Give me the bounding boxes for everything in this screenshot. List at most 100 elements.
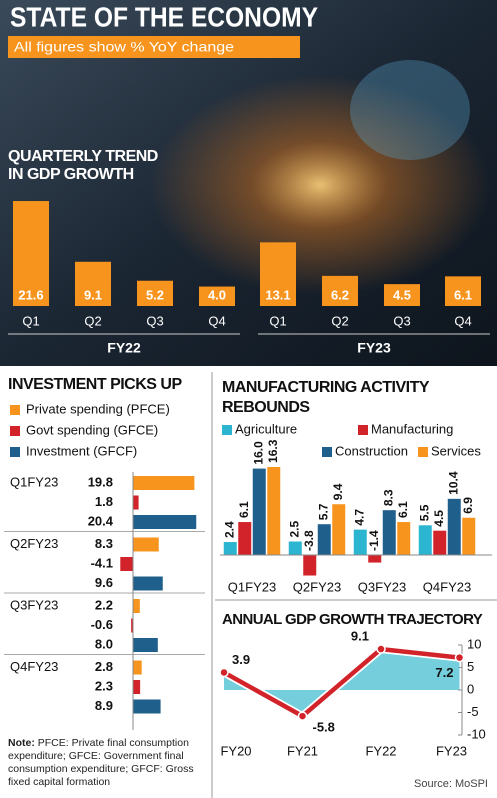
chart-title: INVESTMENT PICKS UP [8, 376, 182, 393]
value-label: -1.4 [367, 530, 381, 551]
bar [223, 542, 237, 555]
source: Source: MoSPI [414, 778, 488, 790]
legend-swatch [322, 447, 332, 457]
value-label: 9.6 [95, 575, 113, 590]
value-label: 16.0 [251, 441, 265, 465]
bar [13, 201, 49, 306]
bar [384, 284, 420, 306]
bar [353, 529, 367, 555]
bar [368, 555, 382, 563]
legend-label: Construction [335, 443, 408, 458]
value-label: 8.3 [95, 536, 113, 551]
value-label: 2.3 [95, 678, 113, 693]
value-label: 6.1 [454, 287, 472, 302]
bar [447, 498, 461, 555]
subtitle-bar [8, 36, 300, 58]
value-label: 2.8 [95, 659, 113, 674]
value-label: 6.9 [461, 497, 475, 514]
value-label: 21.6 [18, 287, 43, 302]
welder-light [350, 60, 470, 160]
bar [322, 275, 358, 306]
note-label: Note: [8, 737, 35, 749]
legend-label: Services [431, 443, 481, 458]
legend-swatch [418, 447, 428, 457]
bar [238, 522, 252, 555]
bar [120, 557, 133, 571]
value-label: 10.4 [446, 471, 460, 495]
value-label: 4.5 [393, 287, 411, 302]
chart-title: QUARTERLY TREND IN GDP GROWTH [8, 148, 158, 183]
bar [397, 522, 411, 555]
bar [252, 468, 266, 555]
value-label: 1.8 [95, 494, 113, 509]
bar [260, 242, 296, 306]
bar [131, 618, 133, 633]
value-label: -4.1 [91, 555, 113, 570]
value-label: 9.4 [331, 483, 345, 500]
x-tick-label: Q1 [22, 313, 39, 328]
value-label: 2.5 [287, 520, 301, 537]
legend-swatch [10, 405, 20, 415]
value-label: -3.8 [302, 530, 316, 551]
value-label: 4.0 [208, 287, 226, 302]
bar [462, 517, 476, 555]
bar [267, 466, 281, 555]
value-label: 9.1 [84, 287, 102, 302]
x-tick-label: Q2 [84, 313, 101, 328]
bar [288, 541, 302, 555]
bar [133, 599, 140, 613]
group-label: FY23 [357, 340, 391, 356]
value-label: 7.2 [435, 665, 453, 680]
bar [133, 515, 197, 529]
y-tick-label: -5 [467, 704, 479, 719]
value-label: 2.4 [222, 521, 236, 538]
value-label: 20.4 [88, 513, 114, 528]
bar [133, 638, 158, 652]
point [454, 652, 465, 663]
bar [133, 680, 141, 694]
value-label: 8.3 [381, 489, 395, 506]
note-text: PFCE: Private final consumption expendit… [8, 737, 194, 788]
bar [332, 504, 346, 555]
legend-label: Investment (GFCF) [26, 443, 137, 458]
bar [303, 555, 317, 576]
area-fill [224, 649, 460, 717]
group-label: FY22 [107, 340, 141, 356]
legend-label: Govt spending (GFCE) [26, 422, 158, 437]
value-label: 5.5 [417, 504, 431, 521]
x-tick-label: FY22 [365, 743, 396, 758]
x-tick-label: Q2 [331, 313, 348, 328]
legend-swatch [10, 426, 20, 436]
x-tick-label: Q4 [208, 313, 225, 328]
bar [75, 261, 111, 306]
legend-label: Private spending (PFCE) [26, 401, 170, 416]
value-label: 8.0 [95, 636, 113, 651]
value-label: 5.2 [146, 287, 164, 302]
category-label: Q4FY23 [10, 659, 58, 674]
value-label: 19.8 [88, 474, 113, 489]
legend-label: Agriculture [235, 421, 297, 436]
y-tick-label: 10 [467, 636, 481, 651]
bar [433, 530, 447, 555]
y-tick-label: 5 [467, 659, 474, 674]
x-tick-label: FY23 [436, 743, 467, 758]
value-label: 5.7 [316, 503, 330, 520]
subtitle: All figures show % YoY change [14, 39, 234, 55]
bar [133, 699, 161, 714]
x-tick-label: Q3 [146, 313, 163, 328]
legend-swatch [10, 447, 20, 457]
legend-swatch [222, 425, 232, 435]
bar [317, 524, 331, 555]
value-label: 4.7 [352, 509, 366, 526]
value-label: -5.8 [313, 720, 335, 735]
value-label: 2.2 [95, 597, 113, 612]
value-label: -0.6 [91, 617, 113, 632]
value-label: 9.1 [351, 628, 369, 643]
bar [199, 286, 235, 306]
line [222, 646, 460, 719]
y-tick-label: 0 [467, 681, 474, 696]
x-tick-label: Q1FY23 [228, 579, 276, 594]
x-tick-label: Q4FY23 [423, 579, 471, 594]
